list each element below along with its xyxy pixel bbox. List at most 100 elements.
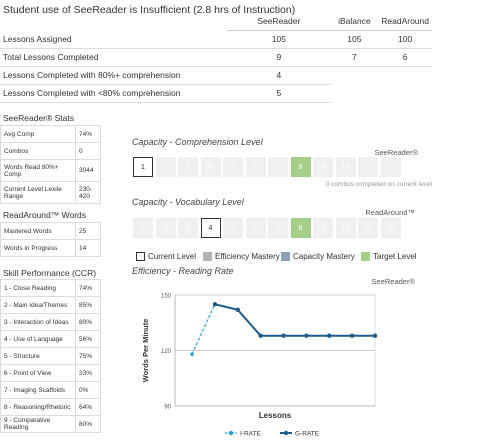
legend-current: Current Level [136,252,196,261]
legend-label-i-rate: I-RATE [240,431,261,438]
summary-table: SeeReader iBalance ReadAround Lessons As… [0,12,432,103]
stat-value: 230-420 [75,181,101,204]
table-row: 1 - Close Reading 74% [0,279,101,297]
legend-target-swatch [361,252,370,261]
stat-label: Words Read 80%+ Comp [0,159,76,182]
row-value [378,66,432,84]
level-cell: 3 [178,218,198,238]
level-cell: 12 [380,157,401,177]
chart-series [190,302,378,356]
vocabulary-title: Capacity - Vocabulary Level [132,197,244,207]
skill-label: 9 - Comparative Reading [0,415,76,433]
legend-capacity-swatch [281,252,290,261]
table-row: 2 - Main Idea/Themes 85% [0,296,101,314]
data-point-g-rate [212,302,218,307]
level-cell: 3 [178,157,198,177]
row-value [378,84,432,102]
y-tick-label: 90 [164,405,171,411]
legend-efficiency: Efficiency Mastery [203,252,280,261]
level-cell: 6 [245,218,266,238]
row-label: Lessons Assigned [0,30,228,49]
stat-value: 0 [75,142,101,160]
current-level-cell: 1 [133,157,153,177]
skill-value: 75% [75,347,101,365]
table-row: 4 - Use of Language 56% [0,330,101,348]
readaround-words-title: ReadAround™ Words [3,210,86,220]
level-cell: 7 [268,157,288,177]
stat-value: 74% [75,125,101,143]
y-axis-label: Words Per Minute [141,319,150,383]
legend-capacity: Capacity Mastery [281,252,355,261]
chart-grid [174,294,376,407]
table-row: Lessons Completed with <80% comprehensio… [0,84,432,103]
table-row: 6 - Point of View 33% [0,364,101,382]
skill-label: 3 - Interaction of Ideas [0,313,76,331]
data-point-i-rate [190,352,194,356]
table-row: 3 - Interaction of Ideas 80% [0,313,101,331]
table-row: 9 - Comparative Reading 80% [0,415,101,433]
level-cell: 10 [335,157,356,177]
legend-label-g-rate: G-RATE [295,431,320,438]
data-point-g-rate [327,333,332,338]
reading-rate-chart: 90 120 150 Words Per Minute Lessons I-RATE… [141,294,378,438]
level-cell: 1 [133,218,153,238]
skill-label: 6 - Point of View [0,364,76,382]
row-value [331,84,379,102]
row-label: Lessons Completed with <80% comprehensio… [0,84,228,103]
table-row: 5 - Structure 75% [0,347,101,365]
row-value: 9 [227,48,331,67]
efficiency-brand: SeeReader® [371,277,415,286]
skill-value: 74% [75,279,101,297]
skill-value: 85% [75,296,101,314]
legend-target-label: Target Level [373,252,417,261]
skill-label: 1 - Close Reading [0,279,76,297]
legend-efficiency-label: Efficiency Mastery [215,252,280,261]
row-value [331,66,379,84]
table-row: 8 - Reasoning/Rhetoric 64% [0,398,101,416]
table-row: Avg Comp 74% [0,125,101,143]
level-cell: 6 [245,157,266,177]
comprehension-title: Capacity - Comprehension Level [132,137,263,147]
table-row: Words Read 80%+ Comp 3044 [0,159,101,182]
skill-performance-table: 1 - Close Reading 74% 2 - Main Idea/Theme… [0,279,101,433]
skill-value: 80% [75,415,101,433]
table-row: 7 - Imaging Scaffolds 0% [0,381,101,399]
skill-value: 80% [75,313,101,331]
data-point-g-rate [281,333,286,338]
row-value: 105 [330,30,379,49]
level-cell: 9 [313,157,333,177]
table-row: Lessons Completed with 80%+ comprehensio… [0,66,432,85]
y-tick-labels: 90 120 150 [161,294,172,411]
skill-value: 56% [75,330,101,348]
row-value: 7 [330,48,379,67]
chart-legend: I-RATE G-RATE [225,431,320,438]
series-line-i-rate [191,303,238,355]
y-tick-label: 120 [161,349,172,355]
skill-label: 8 - Reasoning/Rhetoric [0,398,76,416]
level-cell: 2 [155,157,176,177]
series-line-g-rate [214,303,375,337]
stat-value: 3044 [75,159,101,182]
column-header-seereader: SeeReader [227,12,331,31]
skill-label: 4 - Use of Language [0,330,76,348]
skill-performance-title: Skill Performance (CCR) [3,268,97,278]
skill-value: 64% [75,398,101,416]
skill-label: 7 - Imaging Scaffolds [0,381,76,399]
stat-label: Current Level Lexile Range [0,181,76,204]
level-cell: 10 [335,218,356,238]
legend-efficiency-swatch [203,252,212,261]
vocabulary-brand: ReadAround™ [365,208,415,217]
skill-label: 2 - Main Idea/Themes [0,296,76,314]
skill-label: 5 - Structure [0,347,76,365]
level-cell: 5 [223,157,243,177]
skill-value: 0% [75,381,101,399]
data-point-g-rate [349,333,355,338]
comprehension-brand: SeeReader® [374,148,418,157]
legend-capacity-label: Capacity Mastery [293,252,355,261]
table-row: Total Lessons Completed 9 7 6 [0,48,432,67]
legend-marker-i-rate [228,430,234,436]
level-cell: 9 [313,218,333,238]
level-cell: 5 [223,218,243,238]
row-label: Total Lessons Completed [0,48,228,67]
row-value: 6 [378,48,432,67]
